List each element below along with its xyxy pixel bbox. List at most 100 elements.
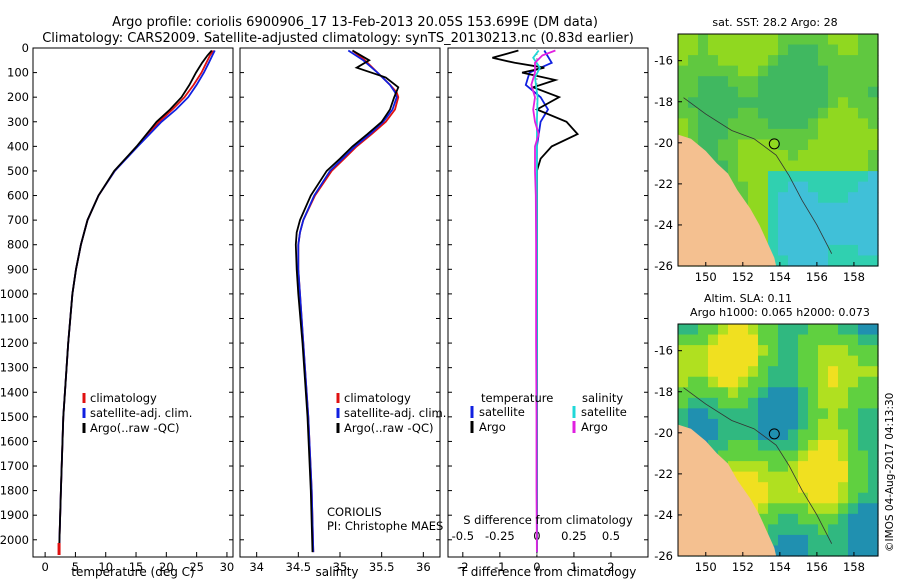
map-cell	[818, 471, 829, 483]
series-satellite-adj-clim-	[297, 49, 398, 553]
y-tick-label: -26	[654, 259, 673, 273]
map-cell	[868, 366, 879, 378]
map-cell	[678, 418, 689, 431]
map-cell	[788, 429, 799, 441]
argo-location-marker	[768, 428, 780, 440]
map-cell	[698, 408, 709, 420]
map-cell	[758, 418, 769, 431]
map-cell	[828, 128, 839, 141]
map-cell	[868, 408, 879, 420]
map-cell	[778, 192, 789, 204]
map-cell	[838, 192, 849, 204]
map-cell	[738, 440, 749, 452]
map-cell	[778, 86, 789, 98]
map-cell	[768, 86, 779, 98]
map-cell	[778, 171, 789, 183]
map-cell	[848, 461, 859, 473]
map-cell	[778, 366, 789, 378]
map-cell	[838, 429, 849, 441]
s-tick-label: -0.5	[452, 529, 474, 543]
map-cell	[838, 408, 849, 420]
map-cell	[838, 255, 849, 267]
map-cell	[858, 440, 869, 452]
x-tick-label: -1	[494, 560, 505, 574]
map-cell	[828, 503, 839, 515]
map-cell	[798, 181, 809, 193]
map-cell	[868, 471, 879, 483]
map-cell	[728, 97, 739, 109]
series-salinity-argo	[530, 49, 556, 553]
map-cell	[768, 139, 779, 151]
map-cell	[738, 118, 749, 130]
map-cell	[828, 213, 839, 225]
map-cell	[808, 324, 819, 336]
map-cell	[828, 545, 839, 557]
map-cell	[828, 34, 839, 46]
map-cell	[848, 524, 859, 536]
map-cell	[718, 345, 729, 357]
map-cell	[738, 471, 749, 483]
map-cell	[718, 107, 729, 119]
map-cell	[798, 234, 809, 246]
map-cell	[808, 118, 819, 130]
map-cell	[798, 160, 809, 172]
map-cell	[748, 181, 759, 193]
map-cell	[748, 334, 759, 346]
map-cell	[798, 492, 809, 504]
map-cell	[848, 440, 859, 452]
map-cell	[738, 461, 749, 473]
y-tick-label: -20	[654, 426, 673, 440]
map-cell	[778, 244, 789, 257]
map-cell	[688, 418, 699, 431]
y-tick-label: -24	[654, 218, 673, 232]
map-cell	[808, 534, 819, 547]
map-cell	[868, 345, 879, 357]
map-cell	[748, 139, 759, 151]
map-cell	[728, 160, 739, 172]
map-cell	[838, 55, 849, 67]
map-cell	[828, 150, 839, 162]
map-cell	[838, 128, 849, 141]
map-cell	[868, 397, 879, 409]
map-cell	[828, 76, 839, 88]
map-cell	[788, 76, 799, 88]
map-cell	[848, 387, 859, 399]
map-cell	[728, 139, 739, 151]
map-cell	[718, 34, 729, 46]
map-cell	[868, 482, 879, 494]
isobath	[683, 387, 833, 544]
map-cell	[728, 334, 739, 346]
map-cell	[768, 55, 779, 67]
y-tick-label: 700	[7, 213, 29, 227]
map-cell	[688, 34, 699, 46]
map-cell	[868, 450, 879, 462]
map-cell	[748, 366, 759, 378]
map-cell	[758, 482, 769, 494]
map-cell	[708, 107, 719, 119]
map-cell	[778, 397, 789, 409]
map-cell	[758, 471, 769, 483]
map-cell	[768, 355, 779, 367]
argo-location-marker	[768, 138, 780, 150]
map-cell	[788, 150, 799, 162]
map-cell	[768, 202, 779, 214]
map-cell	[768, 482, 779, 494]
map-cell	[678, 107, 689, 119]
map-cell	[858, 65, 869, 77]
map-cell	[828, 429, 839, 441]
map-cell	[848, 86, 859, 98]
map-cell	[818, 513, 829, 525]
map-cell	[778, 513, 789, 525]
map-cell	[838, 471, 849, 483]
map-cell	[718, 429, 729, 441]
map-cell	[818, 255, 829, 267]
map-cell	[678, 34, 689, 46]
map-cell	[858, 55, 869, 67]
x-tick-label: 154	[769, 270, 791, 284]
map-cell	[818, 55, 829, 67]
y-tick-label: 900	[7, 262, 29, 276]
map-cell	[718, 76, 729, 88]
map-cell	[758, 202, 769, 214]
map-cell	[818, 324, 829, 336]
map-cell	[728, 65, 739, 77]
